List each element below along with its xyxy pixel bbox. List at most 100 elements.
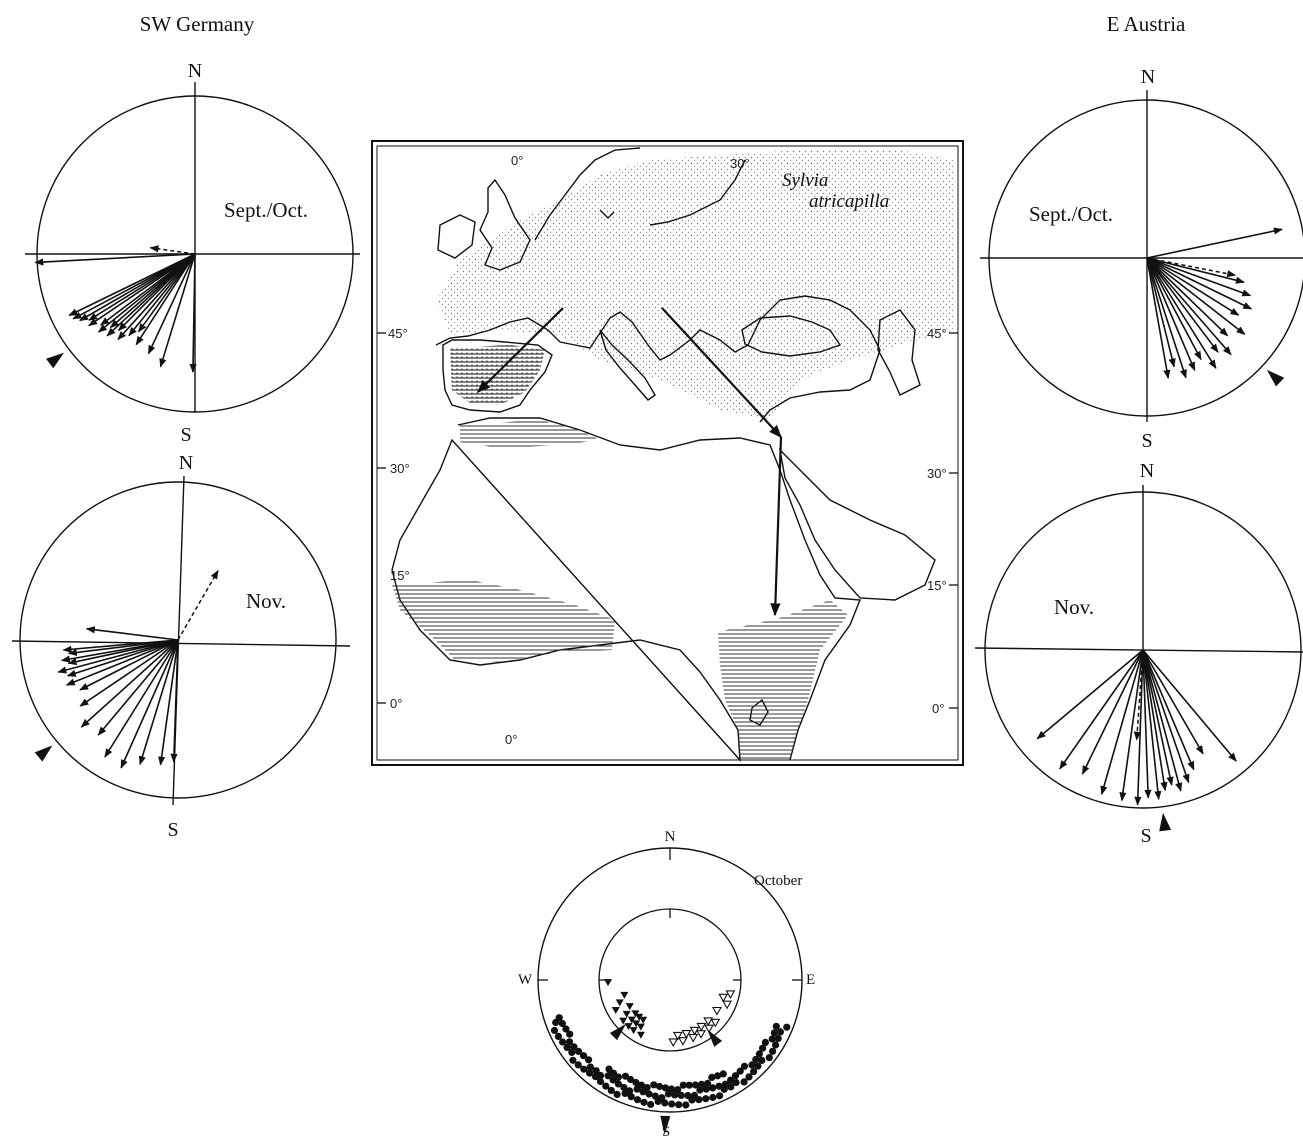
mean-direction-marker <box>46 352 64 369</box>
individual-vector <box>97 639 179 736</box>
map-frame-inner <box>376 145 959 761</box>
outer-dot <box>558 1019 567 1028</box>
outer-dot <box>691 1081 700 1089</box>
black-sea-coastline <box>741 315 842 357</box>
inner-filled-triangle <box>627 1016 636 1024</box>
individual-vector <box>57 639 179 674</box>
inner-open-triangle <box>689 1026 700 1036</box>
outer-dot <box>650 1081 658 1089</box>
individual-vector <box>85 626 179 641</box>
outer-dot <box>677 1091 685 1099</box>
outer-dot <box>750 1068 758 1076</box>
outer-dot <box>679 1081 687 1089</box>
outer-dot <box>736 1067 744 1075</box>
iberia-coastline <box>442 339 553 413</box>
outer-dot <box>731 1072 740 1080</box>
mean-direction-marker <box>1159 812 1172 832</box>
individual-vector <box>79 639 179 691</box>
outer-dot <box>684 1092 692 1100</box>
outer-dot <box>761 1038 770 1046</box>
mean-direction-marker <box>34 745 53 762</box>
region-title-e-austria: E Austria <box>1107 12 1186 36</box>
outer-dot <box>772 1022 780 1030</box>
outer-dot <box>586 1069 594 1077</box>
outer-dot <box>661 1084 670 1092</box>
outer-dot <box>667 1085 676 1093</box>
species-name-line1: Sylvia <box>782 170 828 191</box>
outer-dot <box>613 1090 621 1098</box>
outer-dot <box>647 1100 655 1109</box>
outer-dot <box>592 1073 600 1081</box>
outer-dot <box>727 1076 735 1084</box>
north-label: N <box>665 829 676 845</box>
inner-filled-triangle <box>632 1020 641 1028</box>
season-label-october: October <box>754 873 802 889</box>
outer-dot <box>732 1078 740 1087</box>
ireland-coastline <box>437 214 476 259</box>
inner-filled-triangle <box>611 1007 620 1015</box>
outer-dot <box>632 1078 640 1087</box>
individual-vector <box>128 253 196 337</box>
individual-vector <box>1036 649 1144 740</box>
outer-dot <box>668 1100 676 1108</box>
individual-vector <box>1146 257 1240 316</box>
lat-label-right-30: 30° <box>927 466 947 481</box>
inner-open-triangle <box>688 1033 699 1043</box>
outer-dot <box>656 1082 664 1091</box>
outer-dot <box>621 1072 630 1080</box>
outer-dot <box>651 1092 659 1100</box>
outer-dot <box>774 1034 782 1043</box>
inner-mean-marker <box>707 1029 723 1047</box>
outer-dot <box>562 1025 570 1033</box>
south-label: S <box>1140 825 1151 847</box>
migration-route-southeast <box>661 307 782 438</box>
north-label: N <box>1141 66 1155 88</box>
migration-route-south <box>770 436 783 617</box>
individual-vector <box>158 639 179 766</box>
lat-label-left-0: 0° <box>390 696 402 711</box>
individual-vector <box>1146 257 1187 379</box>
individual-vector <box>66 639 179 677</box>
outer-dot <box>574 1061 582 1069</box>
britain-coastline <box>479 178 531 271</box>
outer-dot <box>740 1078 748 1086</box>
individual-vector <box>1081 649 1144 775</box>
individual-vector <box>1146 257 1232 356</box>
outer-dot <box>621 1089 629 1097</box>
inner-filled-triangle <box>619 1017 628 1025</box>
individual-vector <box>147 253 196 355</box>
outer-dot <box>627 1093 635 1101</box>
outer-dot <box>685 1081 693 1089</box>
individual-vector <box>1146 257 1171 379</box>
south-label: S <box>167 819 178 841</box>
inner-filled-triangle <box>604 979 613 987</box>
outer-dot <box>783 1023 791 1031</box>
lat-label-left-30: 30° <box>390 461 410 476</box>
outer-dot <box>614 1073 623 1081</box>
individual-vector <box>1142 649 1174 786</box>
lat-label-left-45: 45° <box>388 326 408 341</box>
outer-dot <box>708 1073 716 1081</box>
north-label: N <box>179 452 193 474</box>
individual-vector <box>117 253 196 332</box>
individual-vector <box>1146 227 1283 259</box>
inner-filled-triangle <box>635 1013 644 1021</box>
italy-coastline <box>599 329 656 401</box>
outer-dot <box>585 1056 593 1064</box>
individual-vector <box>159 253 196 368</box>
outer-dot <box>554 1032 563 1040</box>
individual-vector <box>1146 257 1229 337</box>
mean-vector-dashed <box>177 569 219 641</box>
individual-vector <box>117 253 196 341</box>
outer-dot <box>770 1029 779 1037</box>
individual-vector <box>1142 649 1195 771</box>
individual-vector <box>1146 257 1253 310</box>
outer-dot <box>579 1052 588 1060</box>
outer-dot <box>769 1047 777 1055</box>
inner-filled-triangle <box>622 1010 631 1018</box>
inner-open-triangle <box>668 1038 679 1048</box>
axis-horizontal <box>974 647 1303 653</box>
wintering-east-africa <box>718 600 848 760</box>
individual-vector <box>88 253 196 327</box>
individual-vector <box>1146 257 1245 284</box>
